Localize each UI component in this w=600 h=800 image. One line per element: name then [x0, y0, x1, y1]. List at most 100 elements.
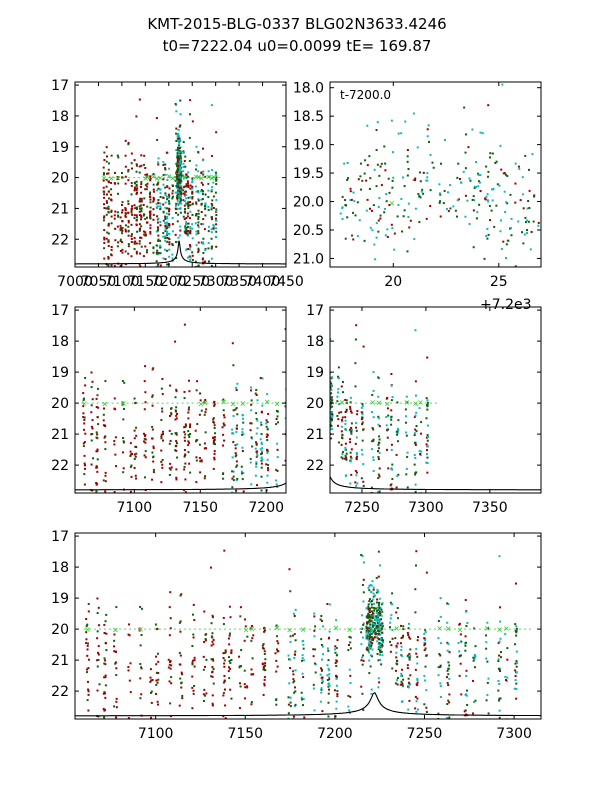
data-point-79 [466, 199, 469, 202]
data-point-489 [334, 651, 337, 654]
data-point-140 [124, 230, 127, 233]
data-point-334 [223, 439, 226, 442]
data-point-95 [140, 693, 143, 696]
data-point-577 [389, 621, 392, 624]
data-point-205 [175, 432, 178, 435]
data-point-247 [138, 227, 141, 230]
data-point-179 [192, 636, 195, 639]
data-point-693 [424, 665, 427, 668]
data-point-391 [302, 697, 305, 700]
data-point-318 [149, 227, 152, 230]
data-point-120 [373, 243, 376, 246]
data-point-123 [121, 211, 124, 214]
data-point-487 [266, 433, 269, 436]
data-point-50 [475, 217, 478, 220]
data-point-397 [159, 239, 162, 242]
data-point-376 [234, 491, 237, 493]
data-point-138 [144, 365, 147, 368]
data-point-718 [197, 221, 200, 224]
data-point-361 [157, 239, 160, 242]
data-point-251 [356, 201, 359, 204]
data-point-252 [140, 210, 143, 213]
data-point-520 [360, 631, 363, 634]
y-tick-label: 21 [51, 427, 69, 443]
data-point-62 [105, 649, 108, 652]
data-point-823 [498, 697, 501, 700]
data-point-990 [381, 639, 384, 642]
data-point-847 [515, 687, 518, 690]
data-point-55 [340, 418, 343, 421]
data-point-356 [289, 701, 292, 704]
data-point-419 [255, 465, 258, 468]
data-point-929 [375, 607, 378, 610]
data-point-127 [133, 397, 136, 400]
data-point-507 [361, 663, 364, 666]
data-point-653 [187, 234, 190, 237]
data-point-294 [425, 397, 428, 400]
data-point-774 [204, 247, 207, 250]
data-point-961 [369, 623, 372, 626]
data-point-188 [445, 207, 448, 210]
data-point-139 [404, 120, 407, 123]
data-point-522 [174, 233, 177, 236]
data-point-802 [497, 689, 500, 692]
data-point-84 [359, 175, 362, 178]
data-point-946 [377, 622, 380, 625]
data-point-90 [129, 691, 132, 694]
data-point-180 [377, 376, 380, 379]
data-point-84 [127, 669, 130, 672]
data-point-162 [514, 201, 517, 204]
data-point-435 [320, 687, 323, 690]
data-point-224 [175, 449, 178, 452]
data-point-8 [102, 216, 105, 219]
data-point-352 [328, 391, 330, 393]
data-point-592 [395, 656, 398, 659]
data-point-519 [174, 191, 177, 194]
data-point-237 [223, 688, 226, 691]
data-point-433 [255, 462, 258, 465]
data-point-529 [175, 202, 178, 205]
data-point-399 [241, 417, 244, 420]
data-point-354 [231, 477, 234, 480]
data-point-29 [96, 659, 99, 662]
data-point-789 [207, 225, 210, 228]
data-point-1047 [380, 609, 383, 612]
data-point-154 [151, 478, 154, 481]
data-point-232 [183, 439, 186, 442]
data-point-448 [166, 224, 169, 227]
data-point-764 [202, 252, 205, 255]
data-point-199 [202, 655, 205, 658]
data-point-384 [157, 157, 160, 160]
data-point-395 [159, 188, 162, 191]
data-point-459 [259, 438, 262, 441]
data-point-329 [152, 183, 155, 186]
data-point-263 [230, 658, 233, 661]
data-point-33 [504, 211, 507, 214]
data-point-222 [403, 185, 406, 188]
data-point-23 [90, 404, 93, 407]
data-point-511 [361, 583, 364, 586]
data-point-45 [104, 676, 107, 679]
data-point-183 [160, 433, 163, 436]
data-point-1089 [179, 169, 182, 172]
data-point-280 [198, 443, 201, 446]
data-point-688 [423, 637, 426, 640]
data-point-282 [481, 132, 484, 135]
data-point-458 [165, 151, 168, 154]
data-point-245 [442, 202, 445, 205]
data-point-179 [378, 435, 381, 438]
data-point-365 [293, 705, 296, 708]
data-point-339 [152, 218, 155, 221]
data-point-658 [188, 113, 191, 116]
y-tick-label: 18.5 [293, 109, 324, 125]
data-point-351 [330, 388, 333, 391]
data-point-20 [489, 156, 492, 159]
data-point-688 [191, 185, 194, 188]
data-point-256 [489, 219, 492, 222]
data-point-270 [414, 428, 417, 431]
data-point-319 [149, 191, 152, 194]
data-point-48 [107, 239, 110, 242]
data-point-715 [448, 701, 451, 704]
data-point-434 [164, 258, 167, 261]
data-point-1004 [376, 627, 379, 630]
